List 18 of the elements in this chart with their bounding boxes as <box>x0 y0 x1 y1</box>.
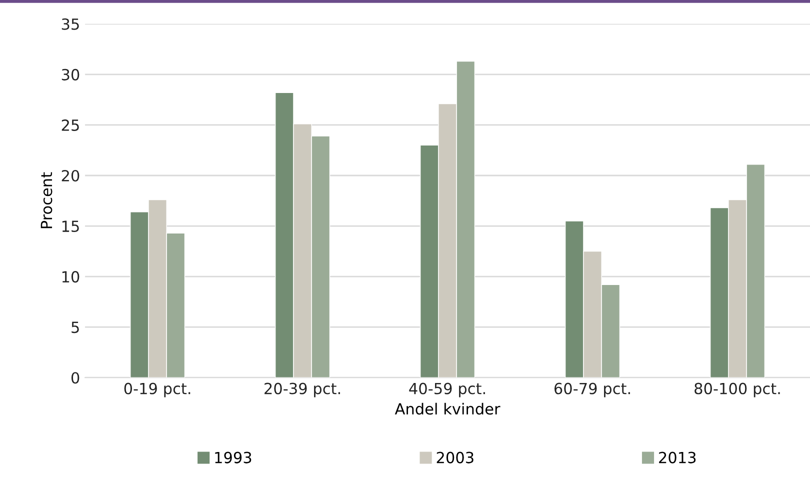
y-tick-label: 0 <box>71 372 80 384</box>
x-tick-label: 0-19 pct. <box>124 382 190 398</box>
y-tick-label: 10 <box>62 271 80 283</box>
y-tick-label: 5 <box>72 322 79 334</box>
legend-label: 2003 <box>436 452 474 464</box>
x-tick-label: 40-59 pct. <box>409 382 485 398</box>
x-tick-label: 60-79 pct. <box>554 382 630 398</box>
y-tick-label: 25 <box>62 119 79 131</box>
y-tick-label: 30 <box>62 68 80 80</box>
x-tick-label: 80-100 pct. <box>694 382 780 398</box>
y-tick-label: 20 <box>62 170 80 182</box>
legend-label: 2013 <box>659 452 696 464</box>
x-axis-title: Andel kvinder <box>394 402 500 415</box>
y-tick-label: 35 <box>62 18 79 30</box>
y-axis-title: Procent <box>40 172 52 228</box>
x-tick-label: 20-39 pct. <box>264 382 340 398</box>
legend-label: 1993 <box>215 452 252 464</box>
y-tick-label: 15 <box>62 220 79 232</box>
